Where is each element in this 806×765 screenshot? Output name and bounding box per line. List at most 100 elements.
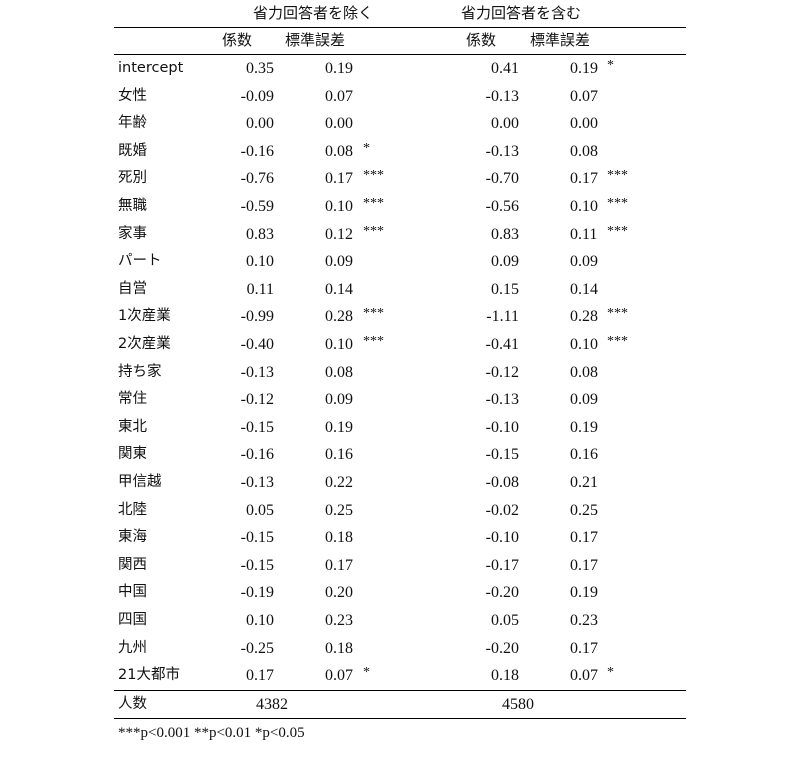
se-excluding: 0.23 <box>325 612 353 629</box>
row-label: 中国 <box>118 584 147 601</box>
se-including: 0.07 <box>570 667 598 685</box>
coef-including: 0.05 <box>491 612 519 629</box>
sig-including: * <box>607 665 614 681</box>
se-including: 0.00 <box>570 115 598 133</box>
se-including: 0.28 <box>570 308 598 326</box>
coef-including: -0.17 <box>485 556 519 574</box>
footnote: ***p<0.001 **p<0.01 *p<0.05 <box>118 725 305 741</box>
sig-including: *** <box>607 306 628 322</box>
se-excluding: 0.12 <box>325 225 353 243</box>
se-including: 0.11 <box>570 225 598 243</box>
sig-excluding: *** <box>363 196 384 211</box>
coef-excluding: 0.05 <box>246 501 274 519</box>
row-label: 女性 <box>118 87 147 104</box>
coef-including: -0.70 <box>485 170 519 188</box>
row-label: 東海 <box>118 529 147 546</box>
row-label: 九州 <box>118 639 147 656</box>
coef-excluding: -0.15 <box>240 556 274 574</box>
se-excluding: 0.25 <box>325 501 353 519</box>
row-label: 1次産業 <box>118 308 171 325</box>
se-including: 0.21 <box>570 474 598 491</box>
se-excluding: 0.07 <box>325 667 353 685</box>
se-including: 0.19 <box>570 418 598 436</box>
coef-including: -0.20 <box>485 639 519 657</box>
coef-including: -0.02 <box>485 501 519 519</box>
sig-including: *** <box>607 223 628 239</box>
row-label: 常住 <box>118 391 147 408</box>
coef-including: -1.11 <box>486 308 519 326</box>
subheader-se-2: 標準誤差 <box>530 31 591 49</box>
coef-including: -0.13 <box>485 391 519 409</box>
row-label: 北陸 <box>118 501 147 518</box>
se-including: 0.07 <box>570 87 598 105</box>
row-label: 死別 <box>118 170 147 187</box>
coef-excluding: -0.76 <box>240 170 274 188</box>
top-rule <box>114 27 686 28</box>
se-including: 0.17 <box>570 170 598 188</box>
se-excluding: 0.18 <box>325 529 353 547</box>
sig-excluding: *** <box>363 223 384 239</box>
coef-excluding: -0.13 <box>240 474 274 491</box>
coef-excluding: -0.19 <box>240 584 274 602</box>
n-including: 4580 <box>502 696 534 713</box>
coef-including: -0.20 <box>485 584 519 602</box>
coef-excluding: 0.35 <box>246 60 274 77</box>
coef-excluding: -0.13 <box>240 363 274 381</box>
se-excluding: 0.19 <box>325 60 353 77</box>
coef-excluding: -0.40 <box>240 336 274 353</box>
group-header-including: 省力回答者を含む <box>461 4 582 22</box>
coef-excluding: 0.10 <box>246 253 274 271</box>
row-label: 自営 <box>118 280 147 297</box>
coef-including: 0.18 <box>491 667 519 685</box>
se-excluding: 0.20 <box>325 584 353 602</box>
coef-excluding: 0.10 <box>246 612 274 629</box>
se-excluding: 0.28 <box>325 308 353 326</box>
se-including: 0.25 <box>570 501 598 519</box>
coef-including: 0.41 <box>491 60 519 77</box>
row-label: 2次産業 <box>118 336 171 352</box>
se-including: 0.17 <box>570 639 598 657</box>
coef-excluding: -0.59 <box>240 198 274 215</box>
coef-including: -0.10 <box>485 529 519 547</box>
coef-including: 0.00 <box>491 115 519 133</box>
se-including: 0.08 <box>570 142 598 160</box>
coef-including: -0.10 <box>485 418 519 436</box>
coef-excluding: -0.16 <box>240 446 274 464</box>
coef-including: -0.41 <box>485 336 519 353</box>
coef-including: 0.83 <box>491 225 519 243</box>
se-excluding: 0.14 <box>325 280 353 298</box>
row-label: 21大都市 <box>118 667 180 684</box>
coef-excluding: -0.12 <box>240 391 274 409</box>
se-excluding: 0.22 <box>325 474 353 491</box>
coef-excluding: 0.17 <box>246 667 274 685</box>
sig-excluding: * <box>363 140 370 156</box>
coef-excluding: -0.25 <box>240 639 274 657</box>
coef-excluding: -0.15 <box>240 529 274 547</box>
row-label: 甲信越 <box>118 474 162 490</box>
header-rule <box>114 54 686 55</box>
se-including: 0.14 <box>570 280 598 298</box>
se-including: 0.16 <box>570 446 598 464</box>
row-label: 年齢 <box>118 115 147 132</box>
coef-excluding: -0.15 <box>240 418 274 436</box>
row-label: 東北 <box>118 418 147 435</box>
se-including: 0.10 <box>570 198 598 215</box>
sig-including: *** <box>607 168 628 184</box>
se-including: 0.08 <box>570 363 598 381</box>
subheader-coef-1: 係数 <box>222 31 253 49</box>
sig-excluding: *** <box>363 306 384 322</box>
se-including: 0.19 <box>570 60 598 77</box>
se-including: 0.23 <box>570 612 598 629</box>
se-excluding: 0.00 <box>325 115 353 133</box>
se-excluding: 0.10 <box>325 198 353 215</box>
row-label: 家事 <box>118 225 147 242</box>
sig-including: * <box>607 58 614 73</box>
se-including: 0.17 <box>570 556 598 574</box>
se-excluding: 0.09 <box>325 391 353 409</box>
row-label: 関東 <box>118 446 147 463</box>
se-excluding: 0.08 <box>325 142 353 160</box>
row-label: 関西 <box>118 556 147 573</box>
sig-excluding: * <box>363 665 370 681</box>
se-including: 0.09 <box>570 253 598 271</box>
subheader-coef-2: 係数 <box>466 31 497 49</box>
